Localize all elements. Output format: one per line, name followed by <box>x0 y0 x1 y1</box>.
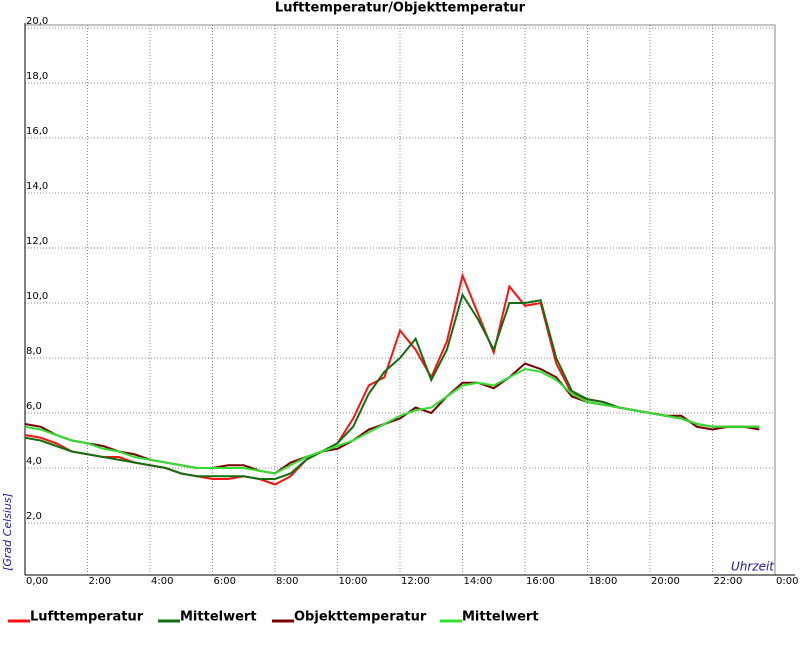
x-tick-label: 14:00 <box>464 576 493 587</box>
data-line <box>24 367 760 475</box>
y-axis-label: [Grad Celsius] <box>1 493 14 571</box>
x-tick-label: 18:00 <box>589 576 618 587</box>
y-tick-label: 20,0 <box>26 16 48 27</box>
y-tick-label: 6,0 <box>26 401 42 412</box>
y-tick-label: 16,0 <box>26 126 48 137</box>
x-tick-label: 8:00 <box>276 576 298 587</box>
legend-label: Lufttemperatur <box>30 610 144 625</box>
y-tick-label: 4,0 <box>26 456 42 467</box>
legend-label: Mittelwert <box>462 610 539 625</box>
x-axis-label: Uhrzeit <box>731 560 775 574</box>
x-tick-label: 20:00 <box>651 576 680 587</box>
x-tick-label: 0,00 <box>26 576 48 587</box>
y-tick-label: 10,0 <box>26 291 48 302</box>
y-tick-label: 12,0 <box>26 236 48 247</box>
x-tick-label: 4:00 <box>151 576 173 587</box>
y-tick-label: 18,0 <box>26 71 48 82</box>
x-tick-label: 0:00 <box>776 576 798 587</box>
x-tick-label: 10:00 <box>339 576 368 587</box>
y-tick-label: 8,0 <box>26 346 42 357</box>
x-tick-label: 2:00 <box>89 576 111 587</box>
chart-title: Lufttemperatur/Objekttemperatur <box>275 1 526 16</box>
legend-label: Objekttemperatur <box>294 610 427 625</box>
data-line <box>24 292 760 480</box>
x-tick-label: 6:00 <box>214 576 236 587</box>
x-tick-label: 12:00 <box>401 576 430 587</box>
x-tick-label: 22:00 <box>714 576 743 587</box>
y-tick-label: 14,0 <box>26 181 48 192</box>
x-tick-label: 16:00 <box>526 576 555 587</box>
y-tick-label: 2,0 <box>26 511 42 522</box>
data-line <box>24 272 760 486</box>
plot-area <box>24 24 776 576</box>
legend-label: Mittelwert <box>180 610 257 625</box>
